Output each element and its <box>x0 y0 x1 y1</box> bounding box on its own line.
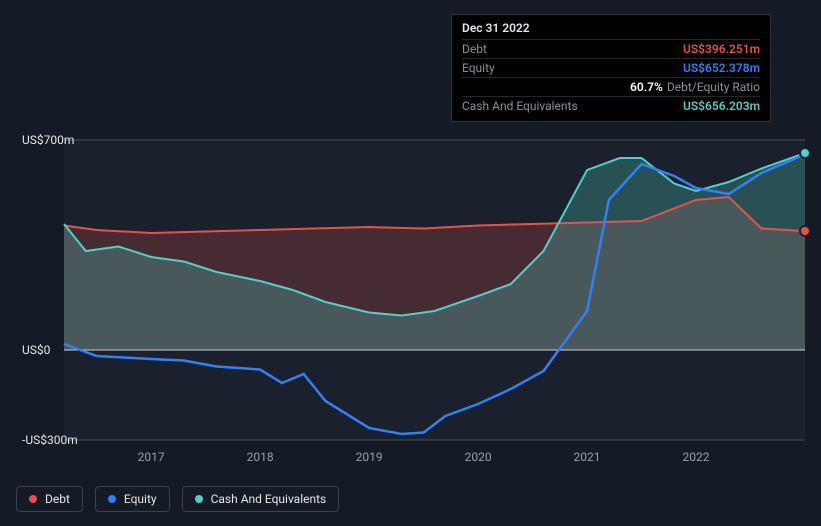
y-axis-label: US$0 <box>22 343 50 357</box>
legend-label: Debt <box>45 492 70 506</box>
legend: Debt Equity Cash And Equivalents <box>16 486 339 512</box>
legend-dot-icon <box>195 495 203 503</box>
y-axis-label: US$700m <box>22 133 74 147</box>
tooltip-row: Equity US$652.378m <box>462 58 760 77</box>
tooltip-row-value: US$396.251m <box>683 42 760 56</box>
legend-item[interactable]: Equity <box>95 486 170 512</box>
legend-item[interactable]: Debt <box>16 486 83 512</box>
x-axis-label: 2018 <box>247 450 274 464</box>
tooltip-row: 60.7%Debt/Equity Ratio <box>462 77 760 96</box>
tooltip-row: Cash And Equivalents US$656.203m <box>462 96 760 115</box>
tooltip-row-label: Equity <box>462 61 495 75</box>
tooltip-row-value: US$656.203m <box>683 99 760 113</box>
x-axis-label: 2020 <box>465 450 492 464</box>
tooltip-row: Debt US$396.251m <box>462 39 760 58</box>
series-end-marker <box>801 149 809 157</box>
legend-dot-icon <box>108 495 116 503</box>
tooltip-row-suffix: Debt/Equity Ratio <box>667 80 760 94</box>
tooltip-row-label: Cash And Equivalents <box>462 99 578 113</box>
x-axis-label: 2022 <box>683 450 710 464</box>
legend-label: Cash And Equivalents <box>211 492 327 506</box>
x-axis-label: 2019 <box>356 450 383 464</box>
legend-item[interactable]: Cash And Equivalents <box>182 486 340 512</box>
x-axis-label: 2017 <box>138 450 165 464</box>
legend-label: Equity <box>124 492 157 506</box>
tooltip-row-label: Debt <box>462 42 487 56</box>
x-axis-label: 2021 <box>574 450 601 464</box>
y-axis-label: -US$300m <box>22 433 78 447</box>
tooltip: Dec 31 2022 Debt US$396.251m Equity US$652.… <box>451 14 771 122</box>
tooltip-row-value: 60.7%Debt/Equity Ratio <box>630 80 760 94</box>
tooltip-row-value: US$652.378m <box>683 61 760 75</box>
legend-dot-icon <box>29 495 37 503</box>
tooltip-date: Dec 31 2022 <box>462 21 760 35</box>
series-end-marker <box>801 227 809 235</box>
